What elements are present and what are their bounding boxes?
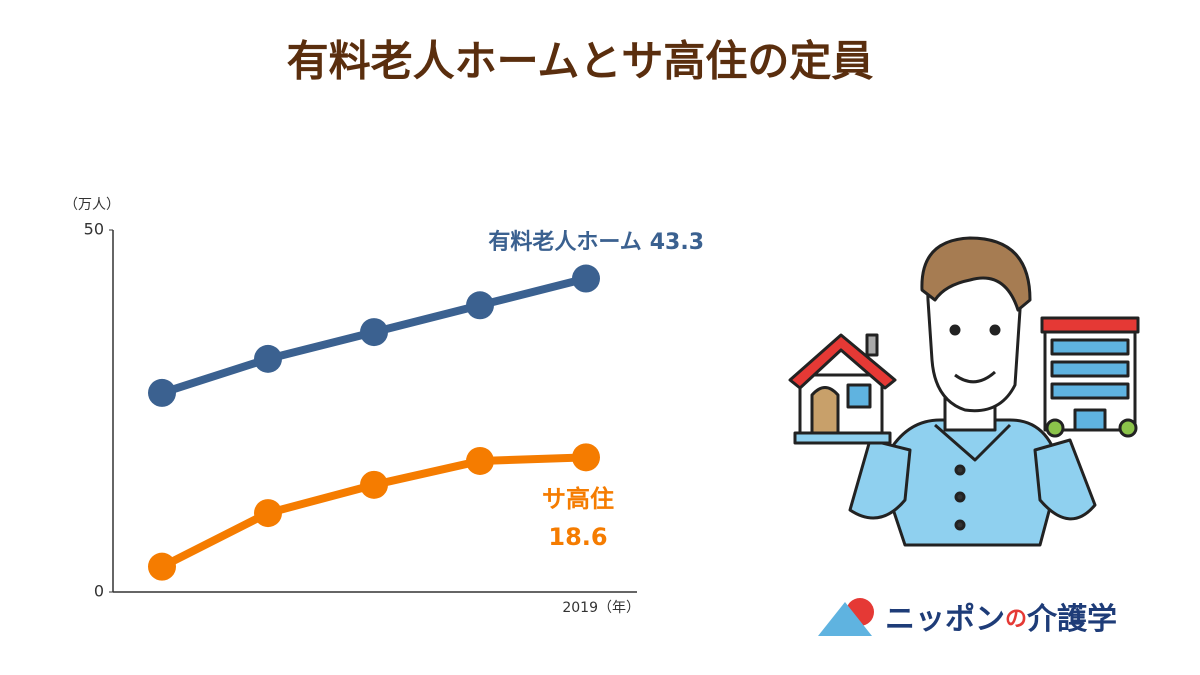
x-unit: （年）	[598, 600, 640, 616]
y-unit: （万人）	[64, 197, 120, 213]
chart-title: 有料老人ホームとサ高住の定員	[287, 37, 874, 86]
logo-mountain	[818, 602, 872, 636]
data-point	[360, 318, 388, 347]
y-tick-label: 50	[84, 220, 104, 239]
x-tick-label: 2019	[562, 600, 598, 616]
data-point	[466, 291, 494, 320]
data-point	[148, 378, 176, 407]
value-label: 43.3	[650, 230, 704, 255]
value-label: 18.6	[548, 523, 607, 551]
logo-text: ニッポンの介護学	[885, 602, 1117, 637]
plot: 0 50 2019 （年） 有料老人ホーム 43.3 サ高住 18.6	[84, 220, 704, 617]
data-point	[466, 446, 494, 475]
data-point	[360, 470, 388, 499]
data-point	[254, 344, 282, 373]
logo: ニッポンの介護学	[818, 598, 1117, 637]
data-point	[254, 499, 282, 528]
y-tick-label: 0	[94, 582, 104, 601]
logo-part: の	[1005, 607, 1027, 632]
logo-part: ニッポン	[885, 602, 1005, 637]
series-name: 有料老人ホーム	[488, 229, 641, 255]
data-point	[572, 264, 600, 293]
series-name: サ高住	[542, 485, 614, 513]
data-point	[148, 552, 176, 581]
data-point	[572, 443, 600, 472]
series-label: 有料老人ホーム 43.3	[488, 229, 704, 255]
logo-part: 介護学	[1026, 602, 1117, 637]
illustration	[788, 236, 1140, 547]
